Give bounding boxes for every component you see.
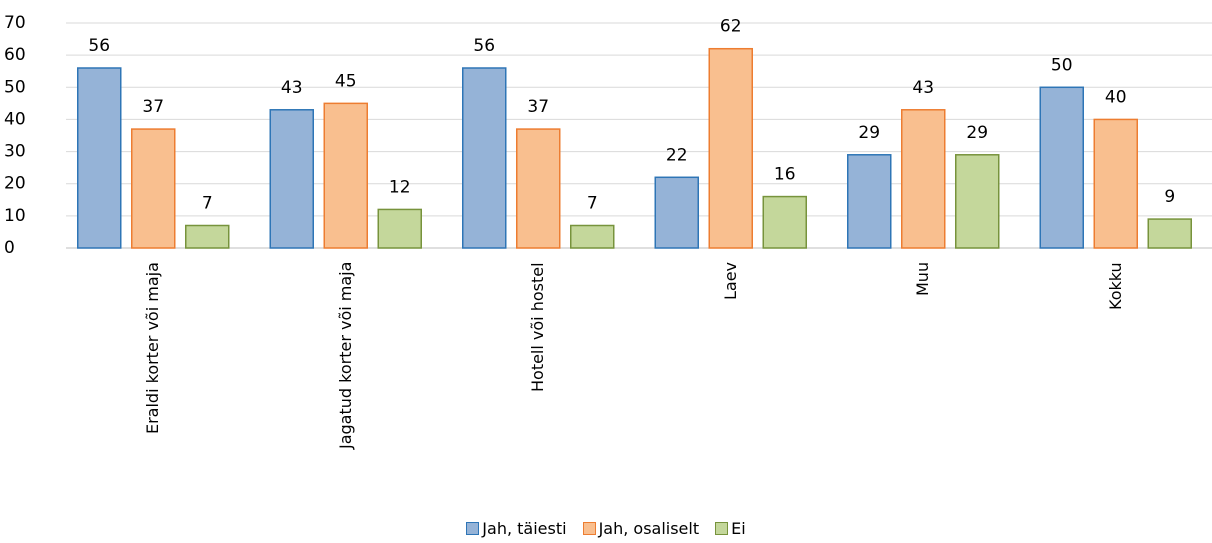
x-tick-label: Laev xyxy=(720,262,740,301)
y-tick-label: 10 xyxy=(4,206,26,226)
data-label: 29 xyxy=(966,123,988,143)
data-label: 29 xyxy=(858,123,880,143)
bar xyxy=(77,67,122,249)
data-label: 56 xyxy=(88,36,110,56)
x-tick-label: Eraldi korter või maja xyxy=(143,262,163,434)
bar xyxy=(462,67,507,249)
legend-swatch xyxy=(715,522,729,535)
legend-swatch xyxy=(582,522,596,535)
data-label: 45 xyxy=(335,71,357,91)
data-label: 7 xyxy=(587,194,598,214)
bar xyxy=(570,224,615,249)
bar xyxy=(654,176,699,249)
bar xyxy=(323,102,368,249)
bar xyxy=(708,47,753,249)
legend-item: Ei xyxy=(715,519,746,538)
bar xyxy=(901,109,946,249)
data-label: 50 xyxy=(1051,55,1073,75)
bar xyxy=(955,154,1000,249)
legend-label: Ei xyxy=(731,519,746,538)
y-tick-label: 0 xyxy=(4,238,15,258)
data-label: 37 xyxy=(142,97,164,117)
data-label: 40 xyxy=(1105,87,1127,107)
data-label: 37 xyxy=(527,97,549,117)
data-label: 56 xyxy=(473,36,495,56)
data-label: 22 xyxy=(666,145,688,165)
bar xyxy=(762,195,807,249)
legend-label: Jah, täiesti xyxy=(482,519,567,538)
legend: Jah, täiesti Jah, osaliselt Ei xyxy=(0,519,1212,538)
legend-label: Jah, osaliselt xyxy=(598,519,700,538)
y-tick-label: 60 xyxy=(4,45,26,65)
bar xyxy=(185,224,230,249)
x-tick-label: Muu xyxy=(913,262,933,297)
bar xyxy=(516,128,561,249)
bar xyxy=(1093,118,1138,249)
bar xyxy=(1147,218,1192,249)
y-tick-label: 70 xyxy=(4,13,26,33)
legend-swatch xyxy=(466,522,480,535)
data-label: 43 xyxy=(281,78,303,98)
data-label: 12 xyxy=(389,177,411,197)
data-label: 16 xyxy=(774,165,796,185)
legend-item: Jah, täiesti xyxy=(466,519,567,538)
y-tick-label: 50 xyxy=(4,77,26,97)
y-tick-label: 30 xyxy=(4,142,26,162)
y-tick-label: 20 xyxy=(4,174,26,194)
x-tick-label: Hotell või hostel xyxy=(528,262,548,392)
bar xyxy=(1039,86,1084,249)
bar xyxy=(269,109,314,249)
data-label: 7 xyxy=(202,194,213,214)
bar xyxy=(377,208,422,249)
data-label: 9 xyxy=(1164,187,1175,207)
legend-item: Jah, osaliselt xyxy=(582,519,700,538)
data-label: 62 xyxy=(720,17,742,37)
x-tick-label: Jagatud korter või maja xyxy=(335,262,355,450)
bar xyxy=(131,128,176,249)
data-label: 43 xyxy=(912,78,934,98)
x-tick-label: Kokku xyxy=(1105,262,1125,310)
y-tick-label: 40 xyxy=(4,109,26,129)
bar xyxy=(847,154,892,249)
